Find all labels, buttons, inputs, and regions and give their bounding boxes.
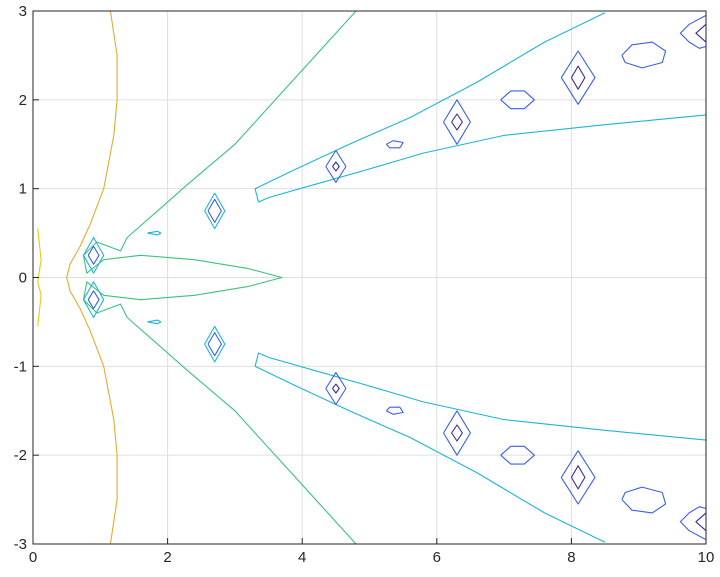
contour-line-cyan xyxy=(254,12,707,203)
contour-line-blue xyxy=(621,486,667,514)
contour-line-blue xyxy=(87,290,100,310)
contour-line-blue xyxy=(500,90,535,110)
contour-line-indigo xyxy=(332,161,340,172)
contour-line-indigo xyxy=(695,512,707,532)
contour-line-blue xyxy=(500,445,535,465)
contour-line-blue xyxy=(679,506,707,541)
contour-line-cyan xyxy=(254,352,707,543)
contour-line-indigo xyxy=(695,23,707,43)
contour-line-blue xyxy=(207,198,222,223)
contour-line-green xyxy=(82,10,357,545)
y-tick-label: 2 xyxy=(19,92,27,109)
contour-line-indigo xyxy=(570,65,586,90)
contour-line-blue xyxy=(621,41,667,69)
contour-line-cyan xyxy=(147,319,162,325)
contour-line-indigo xyxy=(451,113,463,131)
y-tick-label: 0 xyxy=(19,270,27,287)
contour-line-blue xyxy=(385,406,404,415)
x-tick-label: 2 xyxy=(163,549,171,566)
x-tick-label: 0 xyxy=(29,549,37,566)
contour-line-blue xyxy=(443,410,471,456)
contour-lines xyxy=(37,10,707,545)
y-tick-label: 3 xyxy=(19,3,27,20)
contour-line-blue xyxy=(325,372,347,406)
y-tick-label: -1 xyxy=(14,358,27,375)
contour-line-yellow xyxy=(37,228,42,282)
x-tick-label: 6 xyxy=(433,549,441,566)
contour-line-blue xyxy=(385,140,404,149)
contour-line-blue xyxy=(560,50,596,105)
contour-line-cyan xyxy=(83,236,105,274)
contour-line-indigo xyxy=(332,383,340,394)
y-tick-label: -3 xyxy=(14,536,27,553)
contour-line-blue xyxy=(560,450,596,505)
contour-line-blue xyxy=(443,99,471,145)
contour-line-cyan xyxy=(204,192,226,230)
contour-line-blue xyxy=(87,245,100,265)
contour-line-yellow xyxy=(37,281,42,327)
contour-line-blue xyxy=(325,149,347,183)
contour-line-orange xyxy=(66,10,118,545)
x-tick-label: 10 xyxy=(698,549,715,566)
contour-line-blue xyxy=(679,14,707,49)
contour-line-blue xyxy=(207,332,222,357)
grid xyxy=(32,10,707,545)
contour-line-cyan xyxy=(83,281,105,319)
contour-line-cyan xyxy=(147,230,162,236)
y-tick-label: -2 xyxy=(14,447,27,464)
contour-line-cyan xyxy=(204,325,226,363)
axis-ticks xyxy=(32,10,707,545)
contour-line-indigo xyxy=(451,424,463,442)
contour-line-indigo xyxy=(570,465,586,490)
x-tick-label: 4 xyxy=(298,549,306,566)
y-tick-label: 1 xyxy=(19,181,27,198)
x-tick-label: 8 xyxy=(567,549,575,566)
